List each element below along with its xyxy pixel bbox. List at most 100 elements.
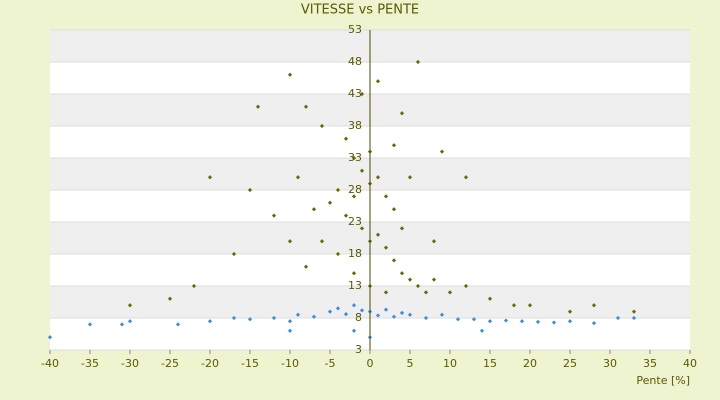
point: [391, 314, 397, 319]
point: [351, 155, 357, 161]
point: [335, 251, 341, 257]
point: [615, 315, 621, 321]
point: [631, 309, 637, 314]
point: [375, 232, 381, 237]
point: [271, 315, 277, 321]
point: [391, 207, 397, 212]
point: [311, 207, 317, 212]
point: [631, 315, 637, 321]
point: [439, 149, 445, 154]
point: [551, 320, 557, 325]
x-tick-label: 25: [563, 357, 577, 370]
point: [455, 317, 461, 322]
chart-title: VITESSE vs PENTE: [301, 3, 419, 18]
point: [383, 307, 389, 312]
x-tick-label: -10: [281, 357, 299, 370]
y-tick-label: 8: [355, 311, 362, 324]
point: [423, 290, 429, 295]
y-tick-label: 28: [348, 183, 362, 196]
point: [351, 271, 357, 276]
y-tick-label: 18: [348, 247, 362, 260]
y-tick-label: 43: [348, 87, 362, 100]
point: [231, 315, 237, 321]
point: [519, 319, 525, 324]
point: [247, 187, 253, 193]
point: [407, 277, 413, 282]
point: [335, 306, 341, 311]
x-tick-label: -5: [325, 357, 336, 370]
point: [447, 290, 453, 295]
point: [359, 168, 365, 173]
point: [231, 251, 237, 257]
x-tick-label: -25: [161, 357, 179, 370]
point: [303, 264, 309, 269]
point: [503, 318, 509, 323]
point: [391, 143, 397, 148]
point: [343, 136, 349, 141]
point: [271, 213, 277, 218]
x-tick-label: -15: [241, 357, 259, 370]
point: [407, 175, 413, 180]
point: [383, 194, 389, 199]
point: [383, 290, 389, 295]
point: [287, 239, 293, 244]
point: [567, 309, 573, 314]
point: [359, 308, 365, 313]
point: [591, 320, 597, 326]
point: [399, 310, 405, 316]
point: [287, 328, 293, 333]
x-tick-label: 40: [683, 357, 697, 370]
x-tick-label: 30: [603, 357, 617, 370]
point: [383, 245, 389, 250]
point: [327, 200, 333, 205]
point: [127, 319, 133, 324]
point: [487, 319, 493, 324]
point: [247, 317, 253, 322]
point: [175, 322, 181, 327]
point: [463, 175, 469, 180]
point: [351, 194, 357, 199]
point: [359, 226, 365, 231]
x-tick-label: -20: [201, 357, 219, 370]
point: [343, 213, 349, 218]
point: [375, 175, 381, 180]
point: [487, 296, 493, 301]
y-tick-label: 23: [348, 215, 362, 228]
point: [479, 328, 485, 333]
point: [431, 277, 437, 282]
y-tick-label: 3: [355, 343, 362, 356]
point: [535, 319, 541, 324]
point: [295, 312, 301, 317]
point: [431, 239, 437, 244]
y-tick-label: 53: [348, 23, 362, 36]
x-tick-label: 20: [523, 357, 537, 370]
point: [287, 319, 293, 324]
x-tick-label: 35: [643, 357, 657, 370]
point: [191, 283, 197, 289]
point: [167, 296, 173, 301]
point: [335, 187, 341, 193]
point: [207, 319, 213, 324]
point: [407, 312, 413, 317]
y-tick-label: 13: [348, 279, 362, 292]
point: [471, 317, 477, 322]
point: [463, 283, 469, 289]
point: [399, 271, 405, 276]
x-tick-label: -35: [81, 357, 99, 370]
point: [127, 303, 133, 308]
point: [591, 303, 597, 308]
point: [207, 175, 213, 180]
point: [391, 258, 397, 263]
point: [351, 303, 357, 308]
point: [567, 319, 573, 324]
point: [327, 309, 333, 314]
x-axis-label: Pente [%]: [636, 374, 690, 387]
point: [319, 239, 325, 244]
point: [311, 314, 317, 319]
point: [423, 315, 429, 321]
point: [295, 175, 301, 180]
x-tick-label: 5: [407, 357, 414, 370]
point: [399, 226, 405, 231]
point: [351, 328, 357, 333]
